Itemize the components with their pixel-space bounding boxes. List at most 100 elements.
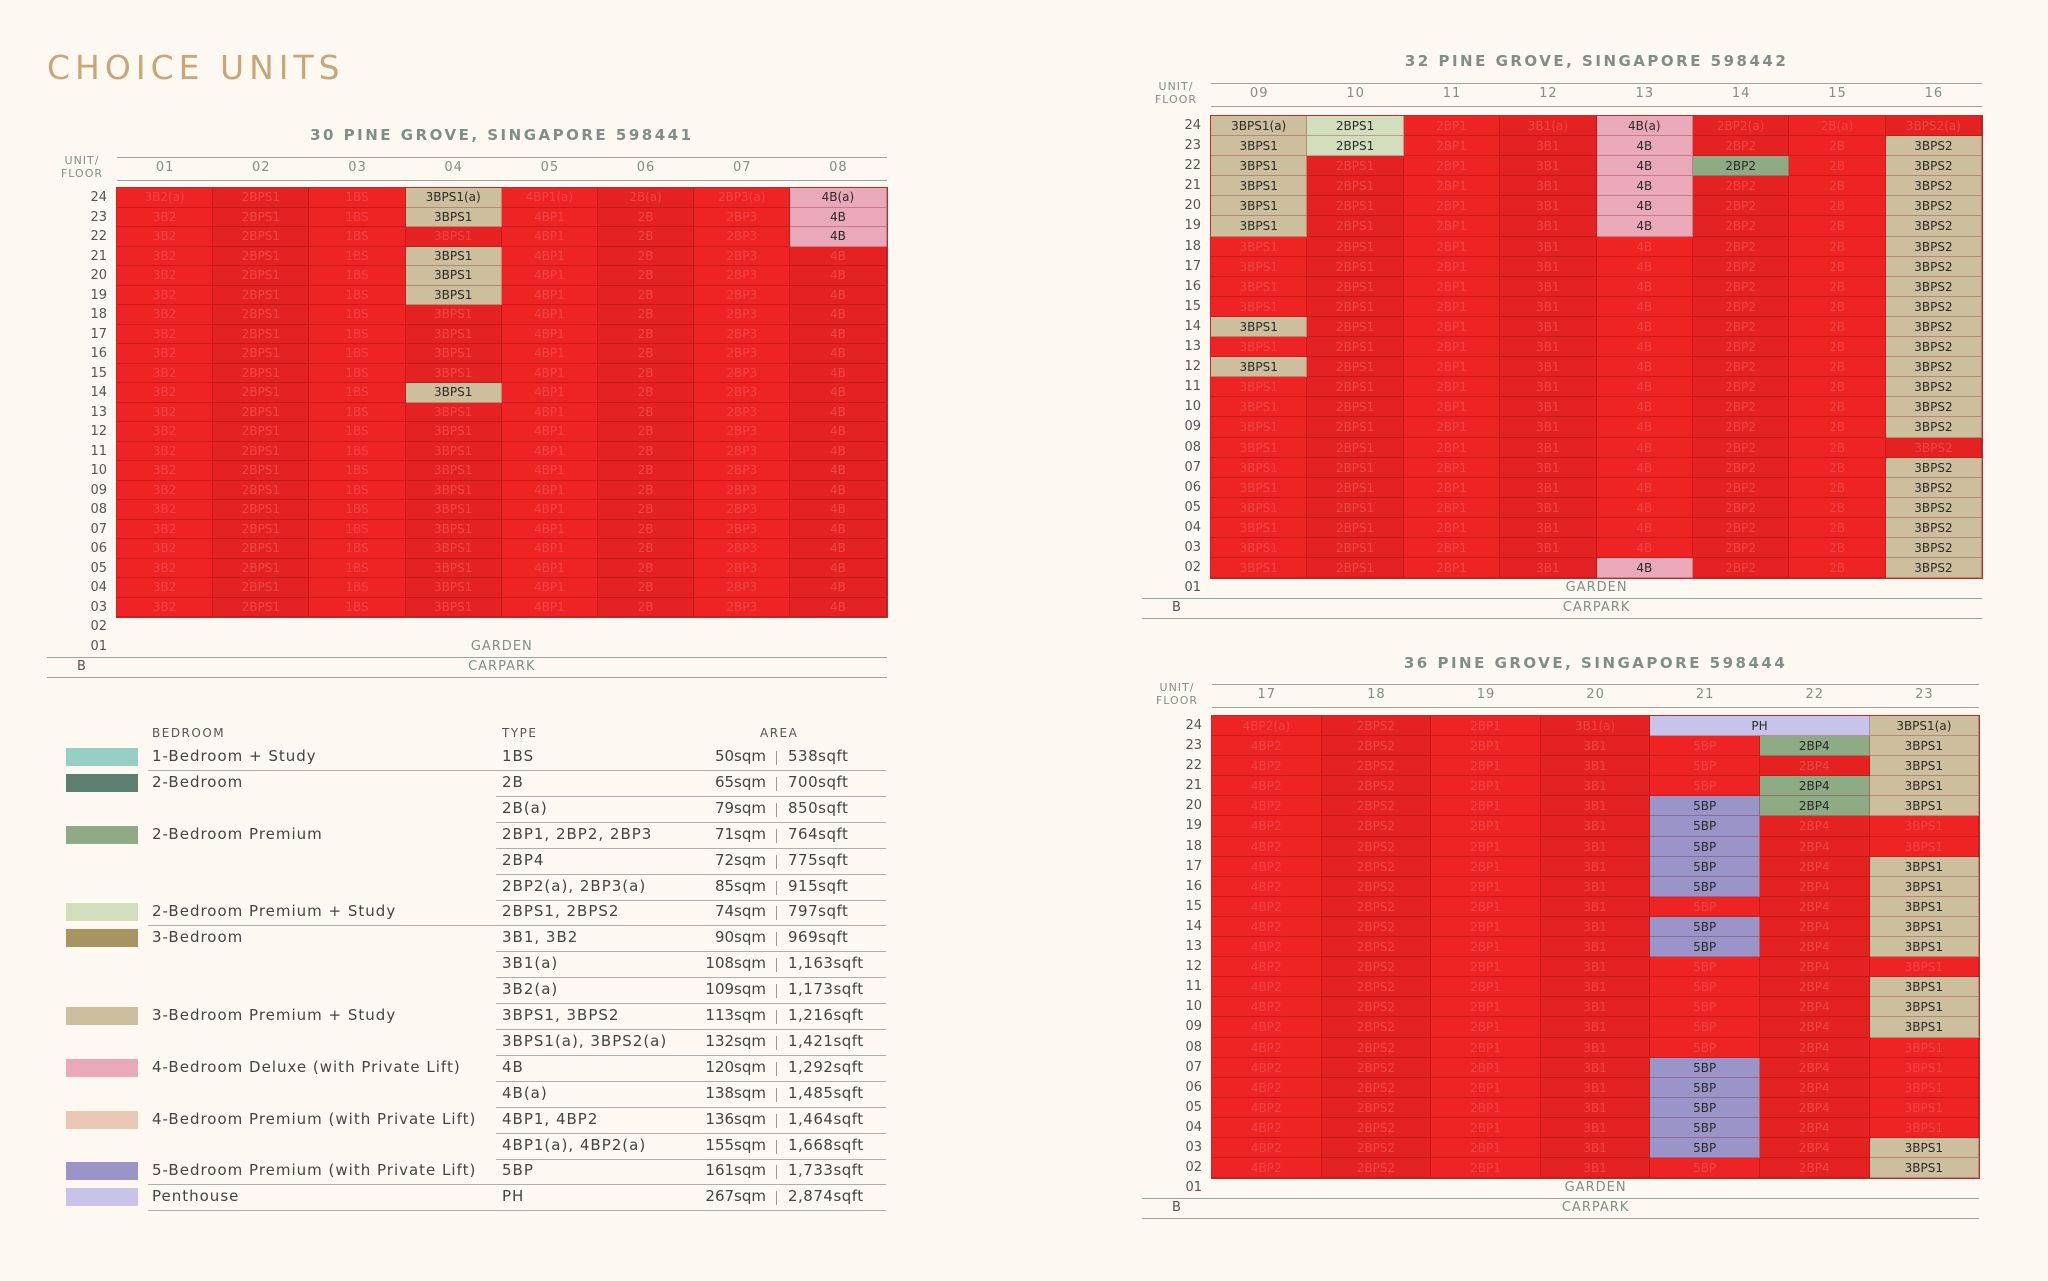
sold-unit-cell[interactable]: 2BPS2: [1321, 736, 1432, 757]
sold-unit-cell[interactable]: 3B1: [1500, 276, 1597, 297]
sold-unit-cell[interactable]: 2B: [1789, 276, 1886, 297]
available-unit-cell[interactable]: 3BPS2: [1885, 377, 1983, 398]
sold-unit-cell[interactable]: 2BP1: [1431, 756, 1541, 777]
sold-unit-cell[interactable]: 2BPS1: [1307, 296, 1404, 317]
sold-unit-cell[interactable]: 3BPS1: [405, 441, 502, 461]
sold-unit-cell[interactable]: 4B: [1596, 417, 1693, 438]
available-unit-cell[interactable]: 3BPS1(a): [1869, 716, 1980, 737]
sold-unit-cell[interactable]: 2BPS2: [1321, 856, 1432, 877]
sold-unit-cell[interactable]: 2BP4: [1759, 977, 1870, 998]
sold-unit-cell[interactable]: 2BP4: [1759, 1057, 1870, 1078]
available-unit-cell[interactable]: 4B(a): [1596, 116, 1693, 137]
sold-unit-cell[interactable]: 2BPS1: [1307, 256, 1404, 277]
sold-unit-cell[interactable]: 4BP1: [501, 480, 598, 500]
available-unit-cell[interactable]: 5BP: [1650, 876, 1760, 897]
available-unit-cell[interactable]: 5BP: [1650, 916, 1760, 938]
sold-unit-cell[interactable]: 2B: [1789, 477, 1886, 498]
available-unit-cell[interactable]: 3BPS2: [1885, 316, 1983, 338]
sold-unit-cell[interactable]: 2BPS2: [1321, 1158, 1432, 1179]
sold-unit-cell[interactable]: 3B1: [1540, 1097, 1651, 1118]
sold-unit-cell[interactable]: 2BP4: [1759, 916, 1870, 938]
sold-unit-cell[interactable]: 2BP1: [1431, 736, 1541, 757]
available-unit-cell[interactable]: 3BPS2: [1885, 397, 1983, 418]
sold-unit-cell[interactable]: 2BPS1: [1307, 497, 1404, 518]
sold-unit-cell[interactable]: 2BPS2: [1321, 916, 1432, 938]
available-unit-cell[interactable]: 3BPS2: [1885, 417, 1983, 438]
sold-unit-cell[interactable]: 2BP2: [1692, 357, 1790, 378]
available-unit-cell[interactable]: 5BP: [1650, 836, 1760, 857]
sold-unit-cell[interactable]: 3BPS1: [1211, 457, 1308, 478]
available-unit-cell[interactable]: 2BP2: [1692, 156, 1790, 177]
sold-unit-cell[interactable]: 3B1: [1500, 477, 1597, 498]
sold-unit-cell[interactable]: 2BP1: [1431, 1137, 1541, 1159]
sold-unit-cell[interactable]: 2BP1: [1403, 377, 1501, 398]
sold-unit-cell[interactable]: 4BP1: [501, 305, 598, 325]
sold-unit-cell[interactable]: 2BPS1: [1307, 517, 1404, 538]
sold-unit-cell[interactable]: 4BP2: [1212, 1097, 1322, 1118]
sold-unit-cell[interactable]: 4B: [1596, 437, 1693, 458]
sold-unit-cell[interactable]: 2BP3: [694, 207, 791, 227]
sold-unit-cell[interactable]: 2B: [597, 207, 695, 227]
sold-unit-cell[interactable]: 4BP2: [1212, 916, 1322, 938]
sold-unit-cell[interactable]: 2BP3: [694, 578, 791, 598]
sold-unit-cell[interactable]: 2BP1: [1431, 957, 1541, 978]
sold-unit-cell[interactable]: 2BP1: [1403, 156, 1501, 177]
sold-unit-cell[interactable]: 5BP: [1650, 776, 1760, 797]
sold-unit-cell[interactable]: 4BP1: [501, 578, 598, 598]
sold-unit-cell[interactable]: 2BPS1: [213, 324, 310, 344]
sold-unit-cell[interactable]: 2BPS1: [213, 578, 310, 598]
sold-unit-cell[interactable]: 3B1: [1500, 196, 1597, 217]
sold-unit-cell[interactable]: 2BP3: [694, 266, 791, 286]
sold-unit-cell[interactable]: 3BPS1: [1211, 477, 1308, 498]
sold-unit-cell[interactable]: 2BP2: [1692, 497, 1790, 518]
sold-unit-cell[interactable]: 3B2(a): [117, 188, 214, 208]
sold-unit-cell[interactable]: 2B: [597, 558, 695, 578]
sold-unit-cell[interactable]: 2B: [1789, 136, 1886, 157]
available-unit-cell[interactable]: 3BPS2: [1885, 537, 1983, 559]
sold-unit-cell[interactable]: 2BPS1: [213, 266, 310, 286]
sold-unit-cell[interactable]: 3B2: [117, 519, 214, 539]
sold-unit-cell[interactable]: 2BP2: [1692, 417, 1790, 438]
sold-unit-cell[interactable]: 2BP1: [1403, 116, 1501, 137]
sold-unit-cell[interactable]: 2BP4: [1759, 816, 1870, 837]
sold-unit-cell[interactable]: 2BPS2: [1321, 876, 1432, 897]
sold-unit-cell[interactable]: 3BPS1: [1211, 296, 1308, 317]
sold-unit-cell[interactable]: 2BPS1: [1307, 477, 1404, 498]
available-unit-cell[interactable]: 3BPS1: [1869, 736, 1980, 757]
sold-unit-cell[interactable]: 1BS: [309, 578, 406, 598]
sold-unit-cell[interactable]: 2B: [1789, 256, 1886, 277]
sold-unit-cell[interactable]: 3B2: [117, 422, 214, 442]
sold-unit-cell[interactable]: 4BP1: [501, 207, 598, 227]
sold-unit-cell[interactable]: 4B: [1596, 337, 1693, 358]
sold-unit-cell[interactable]: 4B: [790, 305, 887, 325]
sold-unit-cell[interactable]: 2BPS2: [1321, 937, 1432, 958]
sold-unit-cell[interactable]: 3BPS1: [1869, 836, 1980, 857]
sold-unit-cell[interactable]: 3B1: [1500, 417, 1597, 438]
sold-unit-cell[interactable]: 3BPS1: [1211, 256, 1308, 277]
sold-unit-cell[interactable]: 2BP1: [1403, 497, 1501, 518]
sold-unit-cell[interactable]: 3B2: [117, 539, 214, 559]
sold-unit-cell[interactable]: 2BP4: [1759, 1017, 1870, 1038]
sold-unit-cell[interactable]: 4BP2: [1212, 1077, 1322, 1098]
sold-unit-cell[interactable]: 3B2: [117, 597, 214, 617]
available-unit-cell[interactable]: 3BPS1: [1211, 216, 1308, 237]
available-unit-cell[interactable]: 3BPS1: [405, 266, 502, 286]
sold-unit-cell[interactable]: 2BP2: [1692, 276, 1790, 297]
available-unit-cell[interactable]: 5BP: [1650, 1077, 1760, 1098]
sold-unit-cell[interactable]: 4BP2: [1212, 796, 1322, 817]
sold-unit-cell[interactable]: 4B: [1596, 276, 1693, 297]
sold-unit-cell[interactable]: 3BPS1: [1869, 1117, 1980, 1138]
sold-unit-cell[interactable]: 2BP1: [1431, 1097, 1541, 1118]
sold-unit-cell[interactable]: 4B: [1596, 397, 1693, 418]
available-unit-cell[interactable]: 3BPS2: [1885, 517, 1983, 538]
available-unit-cell[interactable]: 3BPS1: [1869, 1137, 1980, 1159]
sold-unit-cell[interactable]: 2BP4: [1759, 937, 1870, 958]
available-unit-cell[interactable]: 3BPS1(a): [405, 188, 502, 208]
sold-unit-cell[interactable]: 2BP1: [1431, 896, 1541, 917]
sold-unit-cell[interactable]: 2BPS1: [213, 519, 310, 539]
available-unit-cell[interactable]: 3BPS2: [1885, 276, 1983, 297]
sold-unit-cell[interactable]: 2B: [1789, 558, 1886, 579]
sold-unit-cell[interactable]: 4B: [790, 441, 887, 461]
sold-unit-cell[interactable]: 2BP1: [1403, 477, 1501, 498]
sold-unit-cell[interactable]: 1BS: [309, 285, 406, 305]
